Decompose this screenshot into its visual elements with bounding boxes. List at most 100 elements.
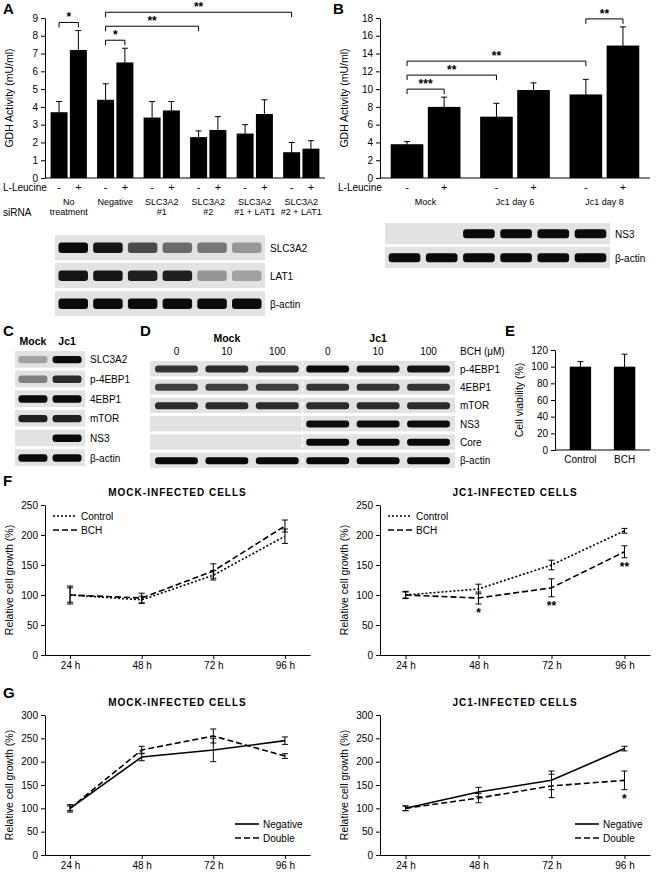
x-axis-line <box>381 655 651 656</box>
bar-chart: 0123456789GDH Activity (mU/ml)-+-+-+-+-+… <box>3 0 325 218</box>
y-tick-label: 100 <box>21 803 38 814</box>
blot-band <box>407 402 450 409</box>
x-tick-label: 96 h <box>615 660 634 671</box>
blot-band <box>197 242 227 253</box>
y-tick-mark <box>376 505 380 506</box>
legend-label: Control <box>416 511 448 522</box>
blot-band <box>256 421 299 428</box>
legend-swatch <box>575 837 599 839</box>
y-tick: 50 <box>362 826 380 837</box>
x-tick-label: 96 h <box>276 860 295 871</box>
x-tick: 24 h <box>61 855 80 871</box>
y-tick: 50 <box>27 826 45 837</box>
error-bar <box>210 729 216 743</box>
y-tick-label: 300 <box>356 710 373 721</box>
blot-band <box>205 402 248 409</box>
y-axis-line <box>380 19 381 179</box>
x-tick-mark <box>624 655 625 659</box>
x-tick-label: - <box>584 181 588 193</box>
y-tick-mark <box>41 655 45 656</box>
plot-area <box>570 354 636 450</box>
y-tick-label: 14 <box>362 48 374 59</box>
y-tick: 100 <box>21 590 45 601</box>
blot-band <box>575 253 607 262</box>
y-tick-mark <box>41 762 45 763</box>
blot-band <box>155 457 198 464</box>
x-tick-label: + <box>75 181 81 193</box>
y-axis: 024681012141618 <box>362 13 381 184</box>
blot-strip <box>15 351 85 368</box>
y-tick-mark <box>41 715 45 716</box>
blot-row-label: β-actin <box>460 455 490 466</box>
legend-swatch <box>235 837 259 839</box>
blot-band <box>163 242 193 253</box>
y-tick-mark <box>376 595 380 596</box>
legend-label: BCH <box>81 525 102 536</box>
group-label: Jc1 day 8 <box>585 197 624 207</box>
blot-lane-label: 0 <box>174 346 180 357</box>
blot-band <box>197 298 227 309</box>
x-tick-label: BCH <box>614 454 635 465</box>
blot-band <box>53 395 82 402</box>
bar <box>607 46 640 178</box>
y-tick: 50 <box>27 620 45 631</box>
error-bar <box>168 102 174 120</box>
blot-lane-label: 0 <box>325 346 331 357</box>
x-tick-label: + <box>308 181 314 193</box>
legend-swatch <box>53 529 77 531</box>
line-chart: 050100150200250Relative cell growth (%)2… <box>338 487 651 671</box>
x-tick-mark <box>551 855 552 859</box>
x-axis-line <box>46 655 311 656</box>
blot-band <box>256 384 299 391</box>
blot-group-label: Mock <box>213 332 240 344</box>
error-bar <box>289 142 295 162</box>
x-tick-label: 72 h <box>542 860 561 871</box>
y-tick-mark <box>376 738 380 739</box>
y-tick-label: 9 <box>32 13 38 24</box>
x-tick: 48 h <box>132 655 151 671</box>
y-tick: 12 <box>362 66 380 77</box>
y-tick-label: 200 <box>356 530 373 541</box>
x-tick: 96 h <box>276 855 295 871</box>
error-bar <box>620 27 626 64</box>
y-axis-line <box>45 716 46 856</box>
blot-band <box>407 366 450 373</box>
blot-band <box>18 454 47 461</box>
blot-band <box>407 439 450 446</box>
x-tick-mark <box>285 655 286 659</box>
blot-strip <box>385 223 610 244</box>
legend-label: Double <box>263 833 295 844</box>
blot-strip <box>15 410 85 427</box>
y-tick: 300 <box>21 710 45 721</box>
group-label: Mock <box>415 197 437 207</box>
x-tick-mark <box>70 655 71 659</box>
legend: ControlBCH <box>388 511 448 536</box>
blot-band <box>18 376 47 383</box>
legend-swatch <box>388 529 412 531</box>
y-tick: 60 <box>537 395 555 406</box>
y-tick: 18 <box>362 13 380 24</box>
blot-band <box>306 366 349 373</box>
blot-band <box>163 298 193 309</box>
error-bar <box>531 83 537 97</box>
x-tick: 72 h <box>204 855 223 871</box>
y-tick-mark <box>41 625 45 626</box>
error-bar <box>261 100 267 128</box>
x-axis-line <box>381 855 651 856</box>
y-axis: 050100150200250 <box>356 500 380 661</box>
figure: 0123456789GDH Activity (mU/ml)-+-+-+-+-+… <box>0 0 660 881</box>
x-tick-mark <box>406 855 407 859</box>
y-tick-mark <box>41 125 45 126</box>
y-tick-mark <box>376 855 380 856</box>
blot-band <box>407 421 450 428</box>
y-tick: 150 <box>21 780 45 791</box>
bar-chart: 024681012141618GDH Activity (mU/ml)-+-+-… <box>338 7 650 207</box>
y-tick-label: 50 <box>362 620 374 631</box>
y-tick-label: 5 <box>32 84 38 95</box>
y-tick-mark <box>551 350 555 351</box>
blot-band <box>205 457 248 464</box>
x-axis: 24 h48 h72 h96 h <box>381 855 651 871</box>
blot-separator <box>302 360 304 470</box>
y-tick: 0 <box>32 650 45 661</box>
legend-swatch <box>53 515 77 517</box>
